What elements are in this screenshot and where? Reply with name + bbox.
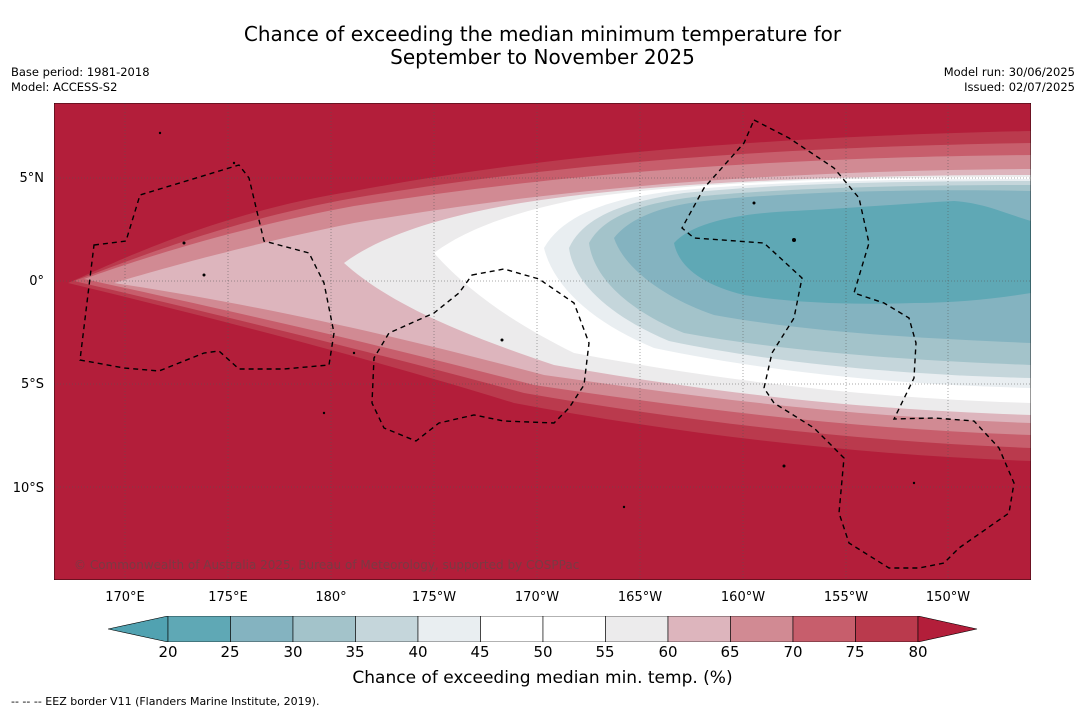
- lat-label-5n: 5°N: [19, 171, 45, 186]
- map-title-line2: September to November 2025: [390, 45, 695, 69]
- colorbar-segment: [542, 616, 606, 642]
- colorbar-tick: 25: [220, 643, 240, 661]
- meta-left: Base period: 1981-2018 Model: ACCESS-S2: [11, 65, 150, 95]
- lon-label-165w: 165°W: [617, 590, 663, 605]
- colorbar-tick: 40: [408, 643, 428, 661]
- eez-border-kiribati-gilbert: [79, 164, 335, 372]
- lon-label-180: 180°: [315, 590, 347, 605]
- lon-label-160w: 160°W: [720, 590, 766, 605]
- graticule: [54, 103, 1031, 580]
- lon-label-175e: 175°E: [208, 590, 248, 605]
- meta-right: Model run: 30/06/2025 Issued: 02/07/2025: [944, 65, 1075, 95]
- colorbar-tick: 75: [845, 643, 865, 661]
- colorbar-tick: 60: [658, 643, 678, 661]
- colorbar-segment: [855, 616, 919, 642]
- model-text: Model: ACCESS-S2: [11, 80, 118, 94]
- lat-label-0: 0°: [29, 274, 44, 289]
- colorbar-tick: 70: [783, 643, 803, 661]
- colorbar-tick: 65: [720, 643, 740, 661]
- colorbar-segment: [667, 616, 731, 642]
- colorbar-tick: 50: [533, 643, 553, 661]
- colorbar-label: Chance of exceeding median min. temp. (%…: [352, 668, 733, 688]
- colorbar: [108, 616, 978, 642]
- model-run-text: Model run: 30/06/2025: [943, 65, 1075, 79]
- base-period-text: Base period: 1981-2018: [11, 65, 150, 79]
- eez-border-line-islands: [681, 119, 1015, 569]
- probability-map: © Commonwealth of Australia 2025, Bureau…: [54, 103, 1031, 580]
- lon-label-175w: 175°W: [411, 590, 457, 605]
- colorbar-tick: 55: [595, 643, 615, 661]
- colorbar-tick: 35: [345, 643, 365, 661]
- copyright-text: © Commonwealth of Australia 2025, Bureau…: [74, 558, 579, 572]
- colorbar-tick: 20: [158, 643, 178, 661]
- colorbar-segment: [730, 616, 794, 642]
- eez-footnote: -- -- -- EEZ border V11 (Flanders Marine…: [11, 695, 320, 708]
- eez-borders: [79, 119, 1015, 569]
- lon-label-155w: 155°W: [823, 590, 869, 605]
- map-title-line1: Chance of exceeding the median minimum t…: [243, 22, 842, 46]
- colorbar-segment: [480, 616, 544, 642]
- colorbar-tick: 80: [908, 643, 928, 661]
- colorbar-segment: [292, 616, 356, 642]
- lat-label-10s: 10°S: [12, 481, 44, 496]
- colorbar-segment: [230, 616, 294, 642]
- colorbar-segment: [167, 616, 231, 642]
- issued-text: Issued: 02/07/2025: [964, 80, 1075, 94]
- band-20: [674, 201, 1031, 304]
- colorbar-segment: [417, 616, 481, 642]
- colorbar-tick: 45: [470, 643, 490, 661]
- colorbar-tick: 30: [283, 643, 303, 661]
- lon-label-170e: 170°E: [105, 590, 145, 605]
- lon-label-150w: 150°W: [925, 590, 971, 605]
- islands: [158, 131, 916, 509]
- colorbar-segment: [605, 616, 669, 642]
- colorbar-over-arrow: [917, 616, 978, 642]
- lon-label-170w: 170°W: [514, 590, 560, 605]
- colorbar-segment: [792, 616, 856, 642]
- lat-label-5s: 5°S: [20, 377, 44, 392]
- colorbar-segment: [355, 616, 419, 642]
- eez-border-phoenix: [371, 268, 590, 442]
- colorbar-under-arrow: [108, 616, 169, 642]
